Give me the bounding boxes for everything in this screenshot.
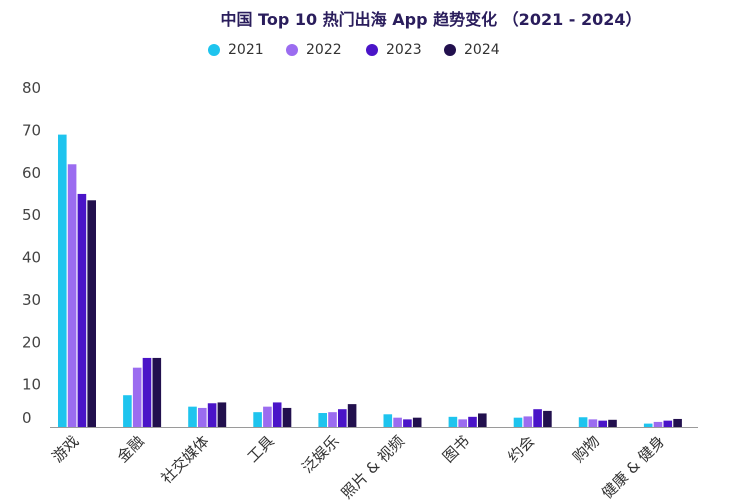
x-tick-label: 工具 <box>244 432 278 466</box>
bar-2022-5 <box>393 417 402 427</box>
bar-2024-3 <box>282 407 292 427</box>
legend-swatch <box>286 44 298 56</box>
bar-2021-8 <box>578 417 588 427</box>
bar-2024-0 <box>87 200 96 427</box>
bar-2021-5 <box>383 414 393 427</box>
bar-2021-0 <box>58 134 67 428</box>
bar-2023-2 <box>207 403 217 427</box>
bar-2024-1 <box>152 357 162 427</box>
bar-2021-6 <box>448 416 458 427</box>
y-tick-label: 80 <box>22 79 41 97</box>
bar-2023-3 <box>272 402 282 427</box>
bar-2022-6 <box>458 419 467 427</box>
bar-2022-2 <box>198 407 207 427</box>
x-tick-label: 照片 & 视频 <box>338 432 408 500</box>
y-tick-label: 30 <box>22 291 41 309</box>
legend-item-2022: 2022 <box>286 42 342 58</box>
bar-2023-5 <box>403 419 412 427</box>
bar-2022-0 <box>67 164 77 427</box>
bar-2022-7 <box>523 416 533 427</box>
bar-2024-7 <box>543 410 552 427</box>
y-tick-label: 0 <box>22 409 32 427</box>
x-tick-label: 约会 <box>504 432 538 466</box>
chart-title: 中国 Top 10 热门出海 App 趋势变化 （2021 - 2024） <box>220 10 642 29</box>
bar-2023-4 <box>338 409 347 427</box>
legend: 2021 2022 2023 2024 <box>0 42 732 64</box>
bar-2022-3 <box>263 406 272 427</box>
y-tick-label: 10 <box>22 376 41 394</box>
legend-item-2021: 2021 <box>208 42 264 58</box>
y-tick-label: 20 <box>22 333 41 351</box>
x-tick-label: 泛娱乐 <box>298 432 343 477</box>
bar-2024-6 <box>478 413 487 427</box>
bar-2023-0 <box>77 193 87 427</box>
bar-2022-8 <box>588 419 598 427</box>
legend-label: 2021 <box>228 42 264 58</box>
bar-2021-4 <box>318 413 327 427</box>
legend-swatch <box>208 44 220 56</box>
x-tick-label: 社交媒体 <box>157 432 212 487</box>
x-tick-label: 游戏 <box>48 432 82 466</box>
legend-item-2024: 2024 <box>444 42 500 58</box>
y-tick-label: 40 <box>22 249 41 267</box>
x-tick-label: 健康 & 健身 <box>598 432 668 500</box>
bar-2022-4 <box>328 412 337 427</box>
bar-2021-7 <box>513 417 523 427</box>
bar-2021-2 <box>188 406 197 427</box>
legend-label: 2024 <box>464 42 500 58</box>
bar-2023-6 <box>468 416 477 427</box>
legend-label: 2023 <box>386 42 422 58</box>
bar-2023-8 <box>598 420 607 427</box>
x-tick-label: 购物 <box>569 432 603 466</box>
bar-2022-1 <box>132 367 142 427</box>
bar-2023-1 <box>142 357 152 427</box>
x-tick-label: 图书 <box>439 432 473 466</box>
bar-2024-4 <box>347 404 357 427</box>
bar-2024-2 <box>217 402 227 427</box>
bar-2021-3 <box>253 412 262 427</box>
x-tick-label: 金融 <box>114 432 148 466</box>
bar-2024-5 <box>412 417 422 427</box>
legend-swatch <box>444 44 456 56</box>
bar-2023-9 <box>663 420 673 427</box>
legend-swatch <box>366 44 378 56</box>
y-tick-label: 50 <box>22 206 41 224</box>
legend-item-2023: 2023 <box>366 42 422 58</box>
bar-2024-8 <box>608 419 617 427</box>
bar-2023-7 <box>533 409 542 427</box>
bar-2022-9 <box>653 421 663 427</box>
bar-2021-1 <box>123 395 132 427</box>
legend-label: 2022 <box>306 42 342 58</box>
bar-2021-9 <box>643 423 653 427</box>
y-tick-label: 70 <box>22 121 41 139</box>
bar-2024-9 <box>673 418 682 427</box>
y-tick-label: 60 <box>22 164 41 182</box>
